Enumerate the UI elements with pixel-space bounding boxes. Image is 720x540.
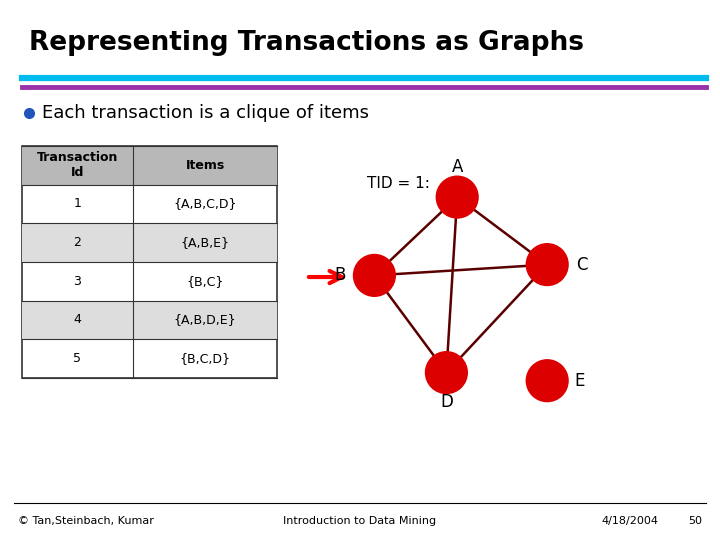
Text: {A,B,C,D}: {A,B,C,D}	[174, 197, 237, 211]
Text: Transaction
Id: Transaction Id	[37, 151, 118, 179]
Text: B: B	[334, 266, 346, 285]
Bar	[22, 301, 277, 339]
Bar	[22, 223, 277, 262]
Ellipse shape	[526, 243, 569, 286]
Text: {B,C}: {B,C}	[186, 275, 224, 288]
Text: 3: 3	[73, 275, 81, 288]
Text: C: C	[576, 255, 588, 274]
Text: © Tan,Steinbach, Kumar: © Tan,Steinbach, Kumar	[18, 516, 154, 526]
Text: {A,B,D,E}: {A,B,D,E}	[174, 313, 236, 327]
Bar	[22, 146, 277, 378]
Text: D: D	[440, 393, 453, 411]
Ellipse shape	[436, 176, 479, 219]
Text: 5: 5	[73, 352, 81, 365]
Text: E: E	[575, 372, 585, 390]
Text: TID = 1:: TID = 1:	[367, 176, 430, 191]
Text: 50: 50	[688, 516, 702, 526]
Bar	[22, 146, 277, 185]
Text: 1: 1	[73, 197, 81, 211]
Text: 2: 2	[73, 236, 81, 249]
Text: A: A	[451, 158, 463, 177]
Text: {A,B,E}: {A,B,E}	[181, 236, 230, 249]
Text: Each transaction is a clique of items: Each transaction is a clique of items	[42, 104, 369, 123]
Ellipse shape	[425, 351, 468, 394]
Ellipse shape	[353, 254, 396, 297]
Text: 4: 4	[73, 313, 81, 327]
Ellipse shape	[526, 359, 569, 402]
Text: Introduction to Data Mining: Introduction to Data Mining	[284, 516, 436, 526]
Text: {B,C,D}: {B,C,D}	[180, 352, 230, 365]
Text: Items: Items	[186, 159, 225, 172]
Text: Representing Transactions as Graphs: Representing Transactions as Graphs	[29, 30, 584, 56]
Text: 4/18/2004: 4/18/2004	[601, 516, 658, 526]
